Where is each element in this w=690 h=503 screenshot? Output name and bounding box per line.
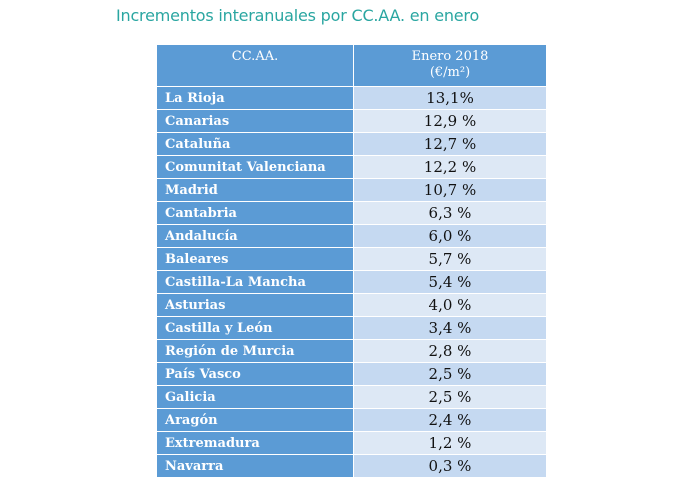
- increment-value-cell: 1,2 %: [353, 431, 547, 455]
- increment-value-cell: 5,7 %: [353, 247, 547, 271]
- region-name-cell: Navarra: [156, 454, 354, 478]
- increment-value-cell: 13,1%: [353, 86, 547, 110]
- region-name-cell: Región de Murcia: [156, 339, 354, 363]
- region-name-cell: La Rioja: [156, 86, 354, 110]
- increment-value-cell: 10,7 %: [353, 178, 547, 202]
- region-name-cell: Canarias: [156, 109, 354, 133]
- region-name-cell: Cataluña: [156, 132, 354, 156]
- table-row: Región de Murcia 2,8 %: [156, 339, 547, 363]
- table-row: Baleares 5,7 %: [156, 247, 547, 271]
- increment-value-cell: 6,3 %: [353, 201, 547, 225]
- increment-value-cell: 6,0 %: [353, 224, 547, 248]
- table-row: Madrid 10,7 %: [156, 178, 547, 202]
- increment-value-cell: 12,2 %: [353, 155, 547, 179]
- region-name-cell: Aragón: [156, 408, 354, 432]
- table-row: Extremadura 1,2 %: [156, 431, 547, 455]
- table-row: Cataluña 12,7 %: [156, 132, 547, 156]
- region-name-cell: Madrid: [156, 178, 354, 202]
- column-header-region: CC.AA.: [156, 44, 354, 87]
- table-row: Navarra 0,3 %: [156, 454, 547, 478]
- increment-value-cell: 2,8 %: [353, 339, 547, 363]
- region-name-cell: País Vasco: [156, 362, 354, 386]
- increment-value-cell: 2,5 %: [353, 362, 547, 386]
- increment-value-cell: 5,4 %: [353, 270, 547, 294]
- column-header-value-line2: (€/m²): [429, 65, 471, 80]
- table-row: Comunitat Valenciana 12,2 %: [156, 155, 547, 179]
- region-name-cell: Cantabria: [156, 201, 354, 225]
- region-name-cell: Baleares: [156, 247, 354, 271]
- increment-value-cell: 12,7 %: [353, 132, 547, 156]
- table-row: Castilla y León 3,4 %: [156, 316, 547, 340]
- table-row: Canarias 12,9 %: [156, 109, 547, 133]
- page-title: Incrementos interanuales por CC.AA. en e…: [116, 6, 480, 25]
- table-row: Galicia 2,5 %: [156, 385, 547, 409]
- column-header-value: Enero 2018 (€/m²): [353, 44, 547, 87]
- table-row: Castilla-La Mancha 5,4 %: [156, 270, 547, 294]
- data-table-container: CC.AA. Enero 2018 (€/m²) La Rioja 13,1% Ca…: [156, 44, 547, 478]
- table-row: Andalucía 6,0 %: [156, 224, 547, 248]
- increment-value-cell: 2,5 %: [353, 385, 547, 409]
- table-row: Aragón 2,4 %: [156, 408, 547, 432]
- region-name-cell: Comunitat Valenciana: [156, 155, 354, 179]
- increment-value-cell: 4,0 %: [353, 293, 547, 317]
- region-name-cell: Castilla y León: [156, 316, 354, 340]
- region-name-cell: Galicia: [156, 385, 354, 409]
- increment-value-cell: 12,9 %: [353, 109, 547, 133]
- table-body: La Rioja 13,1% Canarias 12,9 % Cataluña 12,7 …: [156, 86, 547, 478]
- table-header-row: CC.AA. Enero 2018 (€/m²): [156, 44, 547, 87]
- region-name-cell: Andalucía: [156, 224, 354, 248]
- table-row: Asturias 4,0 %: [156, 293, 547, 317]
- increment-value-cell: 0,3 %: [353, 454, 547, 478]
- increment-value-cell: 2,4 %: [353, 408, 547, 432]
- table-row: País Vasco 2,5 %: [156, 362, 547, 386]
- region-name-cell: Asturias: [156, 293, 354, 317]
- column-header-value-line1: Enero 2018: [411, 49, 489, 64]
- region-name-cell: Extremadura: [156, 431, 354, 455]
- increment-value-cell: 3,4 %: [353, 316, 547, 340]
- data-table: CC.AA. Enero 2018 (€/m²) La Rioja 13,1% Ca…: [156, 44, 547, 478]
- table-row: Cantabria 6,3 %: [156, 201, 547, 225]
- table-row: La Rioja 13,1%: [156, 86, 547, 110]
- region-name-cell: Castilla-La Mancha: [156, 270, 354, 294]
